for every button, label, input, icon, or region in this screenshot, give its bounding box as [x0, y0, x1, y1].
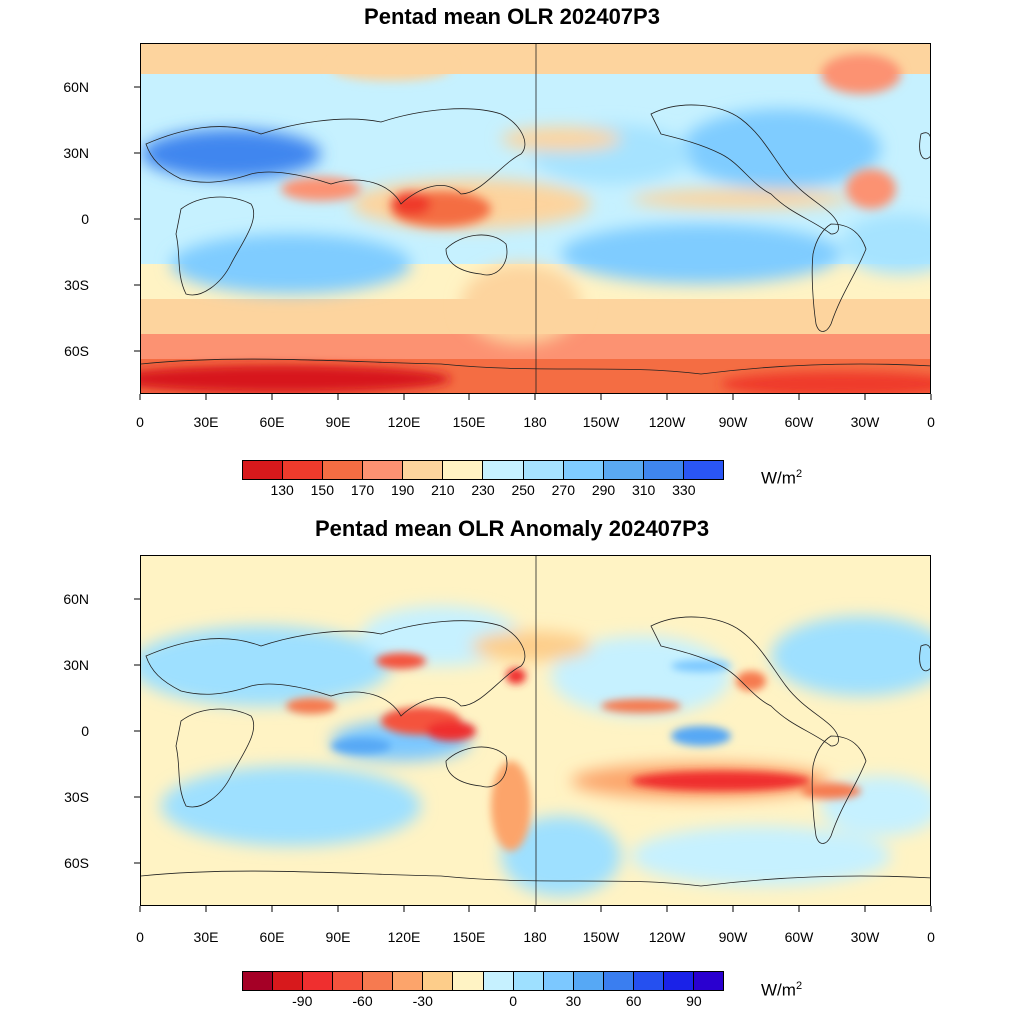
colorbar-tick-label: 250 — [511, 482, 535, 498]
colorbar-swatch — [273, 972, 304, 990]
colorbar-swatch — [363, 972, 394, 990]
anomaly-lon-label: 90W — [718, 929, 748, 945]
colorbar-swatch — [523, 461, 564, 479]
anomaly-lon-label: 30E — [193, 929, 219, 945]
anomaly-map-title: Pentad mean OLR Anomaly 202407P3 — [314, 516, 710, 541]
colorbar-tick-label: 130 — [270, 482, 294, 498]
colorbar-swatch — [683, 461, 723, 479]
colorbar-tick-label: 90 — [686, 993, 702, 1009]
colorbar-swatch — [363, 461, 404, 479]
anomaly-lat-label: 60N — [63, 591, 89, 607]
colorbar-swatch — [243, 972, 274, 990]
colorbar-swatch — [663, 972, 694, 990]
olr-lon-label: 120W — [648, 414, 686, 430]
colorbar-tick-label: 290 — [591, 482, 616, 498]
colorbar-swatch — [333, 972, 364, 990]
colorbar-swatch — [483, 461, 524, 479]
colorbar-swatch — [603, 461, 644, 479]
colorbar-swatch — [403, 461, 444, 479]
anomaly-lon-label: 90E — [325, 929, 351, 945]
colorbar-tick-label: 310 — [631, 482, 656, 498]
colorbar-tick-label: 0 — [509, 993, 518, 1009]
colorbar-tick-label: 190 — [390, 482, 415, 498]
colorbar-swatch — [393, 972, 424, 990]
colorbar-swatch — [283, 461, 324, 479]
colorbar-tick-label: 330 — [672, 482, 696, 498]
colorbar-swatch — [423, 972, 454, 990]
colorbar-tick-label: 60 — [625, 993, 642, 1009]
olr-lon-label: 120E — [387, 414, 421, 430]
olr-lon-label: 30E — [193, 414, 219, 430]
olr-lat-label: 0 — [81, 211, 89, 227]
olr-lon-label: 150W — [582, 414, 620, 430]
anomaly-lon-label: 30W — [850, 929, 880, 945]
olr-lon-label: 30W — [850, 414, 880, 430]
colorbar-swatch — [633, 972, 664, 990]
colorbar-tick-label: 30 — [565, 993, 582, 1009]
olr-lon-label: 60E — [259, 414, 285, 430]
anomaly-lon-label: 180 — [523, 929, 547, 945]
colorbar-tick-label: 230 — [471, 482, 495, 498]
anomaly-lon-label: 0 — [136, 929, 144, 945]
olr-map-area — [140, 43, 931, 394]
anomaly-colorbar — [242, 971, 724, 991]
anomaly-field — [141, 556, 930, 905]
colorbar-swatch — [243, 461, 284, 479]
olr-units-label: W/m2 — [761, 468, 803, 488]
olr-lon-label: 0 — [927, 414, 935, 430]
colorbar-tick-label: 210 — [431, 482, 455, 498]
colorbar-tick-label: -90 — [292, 993, 313, 1009]
anomaly-lon-label: 0 — [927, 929, 935, 945]
olr-lon-label: 90E — [325, 414, 351, 430]
olr-lat-label: 30N — [63, 145, 89, 161]
colorbar-swatch — [543, 972, 574, 990]
olr-lon-label: 180 — [523, 414, 547, 430]
anomaly-units-label: W/m2 — [761, 980, 803, 1000]
anomaly-lat-label: 30N — [63, 657, 89, 673]
olr-field — [141, 44, 930, 393]
anomaly-map-area — [140, 555, 931, 906]
colorbar-swatch — [603, 972, 634, 990]
colorbar-swatch — [303, 972, 334, 990]
olr-lat-label: 60N — [63, 79, 89, 95]
anomaly-lat-label: 30S — [64, 789, 89, 805]
olr-lon-label: 0 — [136, 414, 144, 430]
colorbar-swatch — [323, 461, 364, 479]
anomaly-lon-label: 60W — [784, 929, 814, 945]
anomaly-lon-label: 150W — [582, 929, 620, 945]
anomaly-lon-label: 60E — [259, 929, 285, 945]
olr-lon-label: 60W — [784, 414, 814, 430]
colorbar-swatch — [563, 461, 604, 479]
olr-lat-label: 60S — [64, 343, 89, 359]
colorbar-swatch — [453, 972, 484, 990]
anomaly-lon-label: 120E — [387, 929, 421, 945]
colorbar-tick-label: 150 — [310, 482, 335, 498]
colorbar-swatch — [483, 972, 514, 990]
colorbar-swatch — [693, 972, 723, 990]
olr-colorbar — [242, 460, 724, 480]
anomaly-lat-label: 60S — [64, 855, 89, 871]
colorbar-swatch — [573, 972, 604, 990]
colorbar-swatch — [513, 972, 544, 990]
colorbar-tick-label: -30 — [412, 993, 433, 1009]
colorbar-tick-label: -60 — [352, 993, 373, 1009]
colorbar-tick-label: 270 — [551, 482, 576, 498]
colorbar-swatch — [443, 461, 484, 479]
anomaly-lat-label: 0 — [81, 723, 89, 739]
olr-lat-label: 30S — [64, 277, 89, 293]
anomaly-lon-label: 150E — [452, 929, 486, 945]
olr-lon-label: 150E — [452, 414, 486, 430]
colorbar-tick-label: 170 — [350, 482, 375, 498]
olr-map-title: Pentad mean OLR 202407P3 — [364, 4, 660, 29]
olr-lon-label: 90W — [718, 414, 748, 430]
colorbar-swatch — [643, 461, 684, 479]
anomaly-lon-label: 120W — [648, 929, 686, 945]
